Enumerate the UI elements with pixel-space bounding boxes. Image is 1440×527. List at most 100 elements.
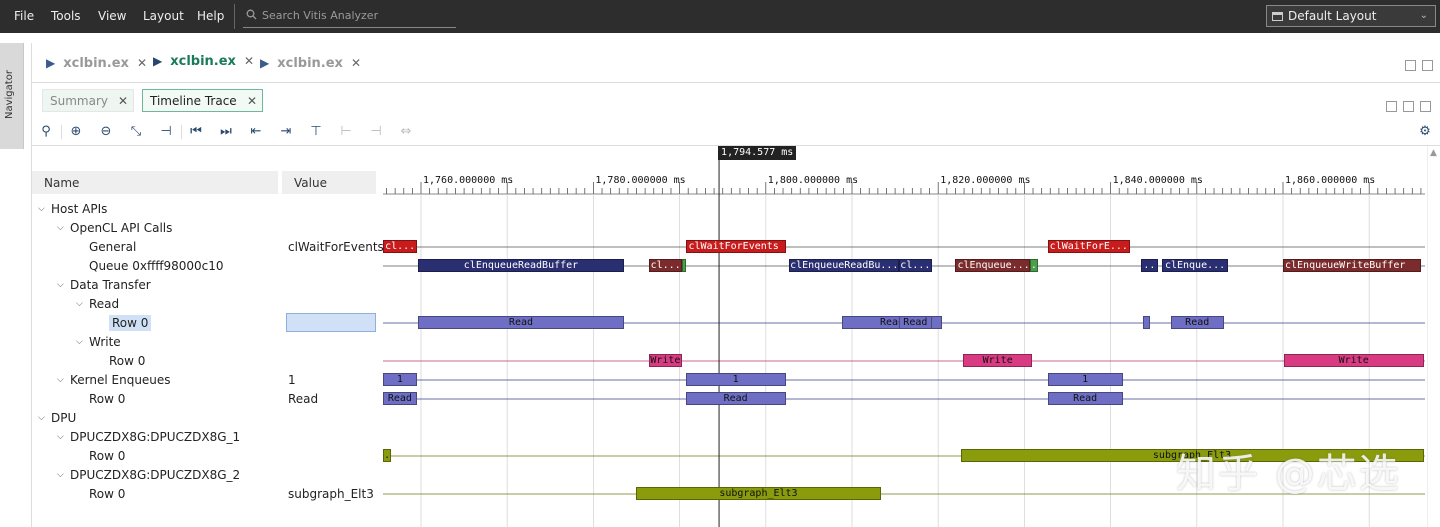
expand-toggle-icon[interactable]: ⌵ <box>57 280 64 290</box>
zoom-out-icon[interactable]: ⊖ <box>100 124 112 139</box>
vertical-scrollbar[interactable]: ▲ <box>1427 146 1440 527</box>
split-view-icon[interactable] <box>1403 101 1414 112</box>
maximize-icon[interactable] <box>1422 60 1433 71</box>
trace-event-green[interactable]: . <box>1029 259 1039 272</box>
maximize-view-icon[interactable] <box>1420 101 1431 112</box>
doc-tab-3[interactable]: ▶ xclbin.ex ✕ <box>260 56 361 71</box>
tree-row-label[interactable]: Data Transfer <box>70 278 151 292</box>
minimize-icon[interactable] <box>1405 60 1416 71</box>
expand-toggle-icon[interactable]: ⌵ <box>57 432 64 442</box>
trace-event-olive[interactable]: subgraph_Elt3 <box>960 449 1424 462</box>
marker-range-icon[interactable]: ⇔ <box>400 124 412 139</box>
expand-toggle-icon[interactable]: ⌵ <box>38 204 45 214</box>
trace-event-pink[interactable]: Write <box>1283 354 1424 367</box>
zoom-in-icon[interactable]: ⊕ <box>70 124 82 139</box>
menu-tools[interactable]: Tools <box>51 9 81 23</box>
tree-row-label[interactable]: Row 0 <box>109 354 146 368</box>
tree-row-label[interactable]: Write <box>89 335 121 349</box>
close-icon[interactable]: ✕ <box>136 56 148 70</box>
search-input[interactable]: Search Vitis Analyzer <box>243 5 456 28</box>
menu-file[interactable]: File <box>14 9 35 23</box>
tree-row-label[interactable]: General <box>89 240 137 254</box>
next-event-icon[interactable]: ⇥ <box>280 124 292 139</box>
trace-event-red[interactable]: clWaitForEvents <box>686 240 787 253</box>
trace-event-blue[interactable]: 1 <box>383 373 417 386</box>
expand-toggle-icon[interactable]: ⌵ <box>57 375 64 385</box>
go-to-start-icon[interactable]: ⏮ <box>190 124 202 139</box>
column-header-name[interactable]: Name <box>32 171 278 194</box>
trace-event-blue[interactable]: Read <box>1047 392 1123 405</box>
list-view-icon[interactable] <box>1386 101 1397 112</box>
trace-event-pink[interactable]: Write <box>648 354 683 367</box>
tree-row-label[interactable]: Read <box>89 297 120 311</box>
menu-help[interactable]: Help <box>197 9 225 23</box>
tree-row-label[interactable]: DPUCZDX8G:DPUCZDX8G_2 <box>70 468 241 482</box>
trace-event-navy[interactable]: clEnque... <box>1162 259 1228 272</box>
tree-row-label[interactable]: Row 0 <box>89 487 126 501</box>
trace-event-blue[interactable]: Read <box>685 392 786 405</box>
tab-timeline-trace[interactable]: Timeline Trace ✕ <box>142 89 263 112</box>
doc-tab-1[interactable]: ▶ xclbin.ex ✕ <box>46 56 147 71</box>
tree-row-label[interactable]: DPUCZDX8G:DPUCZDX8G_1 <box>70 430 241 444</box>
tree-row-label[interactable]: Kernel Enqueues <box>70 373 171 387</box>
tree-row-label[interactable]: Host APIs <box>51 202 108 216</box>
go-to-end-icon[interactable]: ⏭ <box>220 124 232 139</box>
signal-tree: Name Value ⌵ Host APIs ⌵ OpenCL API Calls Ge… <box>32 146 384 527</box>
trace-event-navy[interactable]: clEnqueueReadBuffer <box>417 259 625 272</box>
expand-toggle-icon[interactable]: ⌵ <box>76 299 83 309</box>
add-marker-icon[interactable]: ⊣ <box>160 124 172 139</box>
close-icon[interactable]: ✕ <box>246 94 257 108</box>
previous-marker-icon[interactable]: ⊢ <box>340 124 352 139</box>
trace-event-olive[interactable]: . <box>383 449 391 462</box>
trace-event-navy[interactable]: clEnqueueReadBu... <box>789 259 899 272</box>
zoom-fit-icon[interactable]: ⤡ <box>130 124 142 139</box>
next-marker-icon[interactable]: ⊣ <box>370 124 382 139</box>
close-icon[interactable]: ✕ <box>350 56 362 70</box>
tree-row-label[interactable]: Row 0 <box>89 449 126 463</box>
tree-row-label[interactable]: OpenCL API Calls <box>70 221 173 235</box>
trace-event-navy[interactable]: cl... <box>898 259 933 272</box>
tab-summary[interactable]: Summary ✕ <box>42 89 134 112</box>
settings-gear-icon[interactable]: ⚙ <box>1419 124 1431 139</box>
navigator-panel-tab[interactable]: Navigator <box>0 43 24 149</box>
doc-tab-2[interactable]: ▶ xclbin.ex ✕ <box>153 54 254 69</box>
trace-event-red[interactable]: cl... <box>383 240 417 253</box>
trace-event-pink[interactable]: Write <box>963 354 1033 367</box>
trace-event-blue[interactable]: Read <box>1170 316 1224 329</box>
trace-event-blue[interactable]: 1 <box>685 373 786 386</box>
trace-event-blue[interactable] <box>1143 316 1151 329</box>
trace-event-olive[interactable]: subgraph_Elt3 <box>635 487 882 500</box>
trace-event-blue[interactable]: Read <box>898 316 933 329</box>
trace-event-brown[interactable]: clEnqueueWriteBuffer <box>1283 259 1421 272</box>
trace-event-brown[interactable]: clEnqueue... <box>955 259 1030 272</box>
trace-canvas[interactable]: 1,760.000000 ms 1,780.000000 ms 1,800.0000… <box>383 146 1425 527</box>
menu-bar: File Tools View Layout Help Search Vitis… <box>0 0 1440 33</box>
trace-event-red[interactable]: clWaitForE... <box>1047 240 1131 253</box>
ruler-tick-label: 1,760.000000 ms <box>423 175 514 186</box>
search-icon[interactable]: ⚲ <box>41 124 51 139</box>
tree-row-label[interactable]: Row 0 <box>89 392 126 406</box>
selected-value-cell <box>286 313 376 332</box>
trace-event-brown[interactable]: cl... <box>648 259 683 272</box>
trace-event-blue[interactable]: Read <box>383 392 417 405</box>
trace-event-blue[interactable]: 1 <box>1047 373 1123 386</box>
expand-toggle-icon[interactable]: ⌵ <box>76 337 83 347</box>
trace-event-green[interactable] <box>682 259 687 272</box>
layout-dropdown[interactable]: Default Layout ⌄ <box>1266 5 1436 27</box>
trace-event-navy[interactable]: .. <box>1140 259 1158 272</box>
close-icon[interactable]: ✕ <box>117 94 128 108</box>
menu-layout[interactable]: Layout <box>143 9 184 23</box>
column-header-value[interactable]: Value <box>282 171 376 194</box>
tree-row-label[interactable]: DPU <box>51 411 77 425</box>
scroll-up-icon[interactable]: ▲ <box>1430 148 1437 158</box>
add-marker-2-icon[interactable]: ⊤ <box>310 124 322 139</box>
expand-toggle-icon[interactable]: ⌵ <box>57 223 64 233</box>
trace-event-blue[interactable]: Read <box>418 316 624 329</box>
tree-row-label[interactable]: Row 0 <box>109 315 152 331</box>
expand-toggle-icon[interactable]: ⌵ <box>57 470 64 480</box>
close-icon[interactable]: ✕ <box>243 54 255 68</box>
expand-toggle-icon[interactable]: ⌵ <box>38 413 45 423</box>
menu-view[interactable]: View <box>98 9 127 23</box>
previous-event-icon[interactable]: ⇤ <box>250 124 262 139</box>
tree-row-label[interactable]: Queue 0xffff98000c10 <box>89 259 224 273</box>
